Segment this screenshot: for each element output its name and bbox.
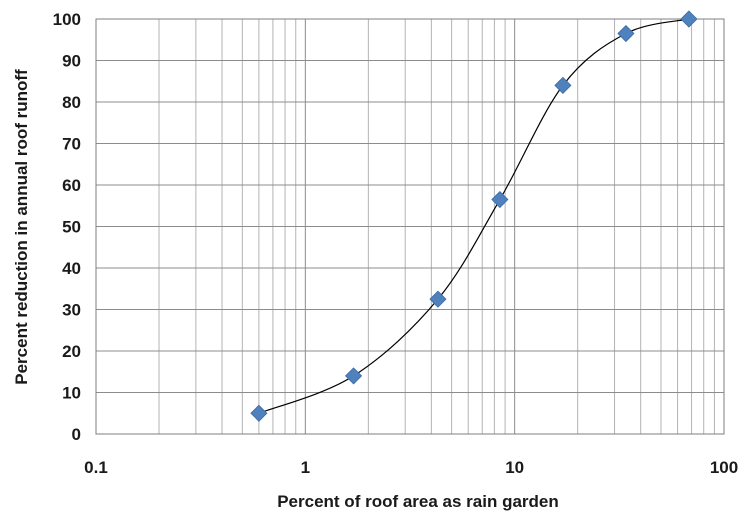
y-tick-label: 10: [62, 384, 81, 403]
y-tick-label: 100: [53, 10, 81, 29]
y-tick-label: 60: [62, 176, 81, 195]
data-point-diamond: [491, 190, 509, 209]
x-tick-label: 1: [301, 458, 310, 477]
data-point-diamond: [617, 24, 635, 43]
data-point-diamond: [250, 404, 268, 422]
y-tick-label: 50: [62, 218, 81, 237]
plot-frame: [95, 18, 725, 435]
x-tick-label: 10: [505, 458, 524, 477]
data-point-diamond: [554, 76, 572, 94]
x-axis-title: Percent of roof area as rain garden: [277, 492, 559, 511]
x-axis-tick-labels: 0.1 1 10 100: [84, 458, 738, 477]
y-tick-label: 0: [72, 425, 81, 444]
data-point-diamond: [345, 367, 363, 385]
y-tick-label: 30: [62, 301, 81, 320]
plot-area-border: [95, 18, 725, 435]
data-point-diamond: [680, 10, 698, 28]
y-axis-tick-labels: 0 10 20 30 40 50 60 70 80 90 100: [53, 10, 81, 444]
y-tick-label: 20: [62, 342, 81, 361]
data-points: [250, 10, 698, 422]
y-tick-label: 80: [62, 93, 81, 112]
y-axis-title: Percent reduction in annual roof runoff: [12, 69, 31, 385]
x-tick-label: 0.1: [84, 458, 108, 477]
data-point-diamond: [429, 290, 447, 308]
y-tick-label: 70: [62, 135, 81, 154]
y-tick-label: 40: [62, 259, 81, 278]
x-tick-label: 100: [710, 458, 738, 477]
y-tick-label: 90: [62, 52, 81, 71]
